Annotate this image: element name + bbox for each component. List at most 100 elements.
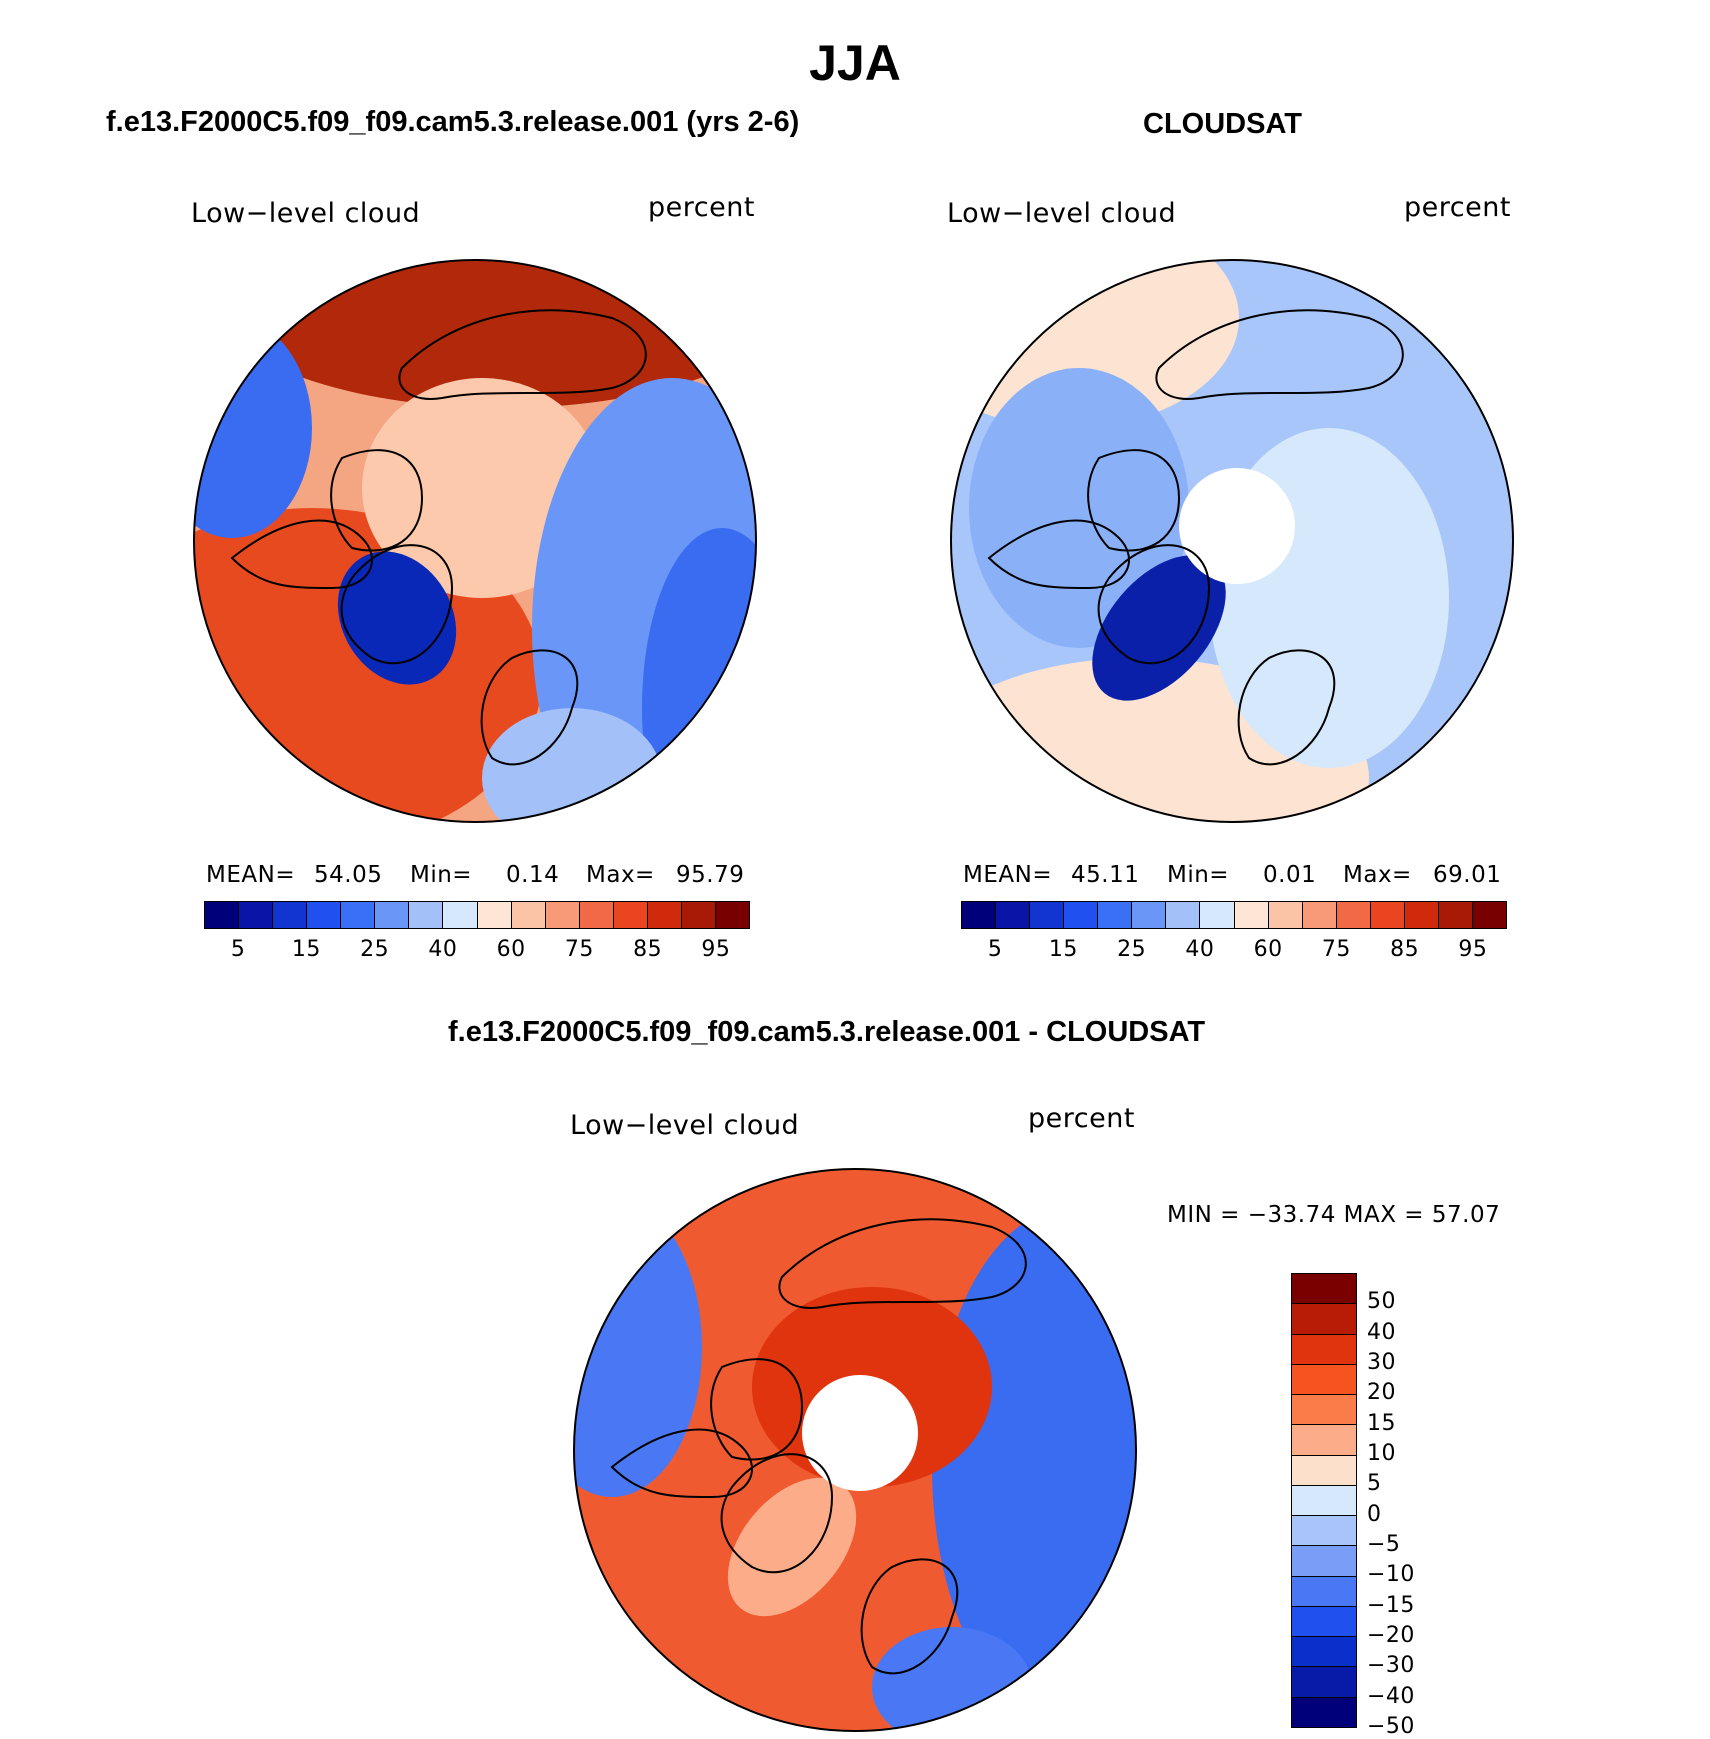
obs-colorbar-cell — [1234, 902, 1269, 928]
model-colorbar-tick-label: 40 — [428, 937, 458, 962]
obs-colorbar-cell — [1030, 902, 1065, 928]
diff-polar-map — [573, 1168, 1137, 1732]
obs-mean-value: 45.11 — [1071, 862, 1140, 888]
diff-panel-title: f.e13.F2000C5.f09_f09.cam5.3.release.001… — [448, 1016, 1206, 1048]
diff-colorbar-cell — [1292, 1364, 1356, 1396]
model-colorbar-cell — [579, 902, 614, 928]
pacific-low-region — [194, 318, 312, 538]
model-colorbar-tick-label: 25 — [360, 937, 390, 962]
coastline-scandinavia — [1237, 649, 1336, 766]
model-mean-value: 54.05 — [314, 862, 383, 888]
model-colorbar-cell — [681, 902, 716, 928]
obs-field-label: Low−level cloud — [947, 198, 1177, 229]
obs-polar-map — [950, 259, 1514, 823]
coastline-siberia — [778, 1218, 1027, 1309]
coastline-greenland — [1097, 544, 1211, 665]
diff-colorbar-cell — [1292, 1576, 1356, 1607]
north-america-region — [969, 368, 1189, 648]
north-america-interior-region — [642, 528, 756, 822]
obs-colorbar-tick-label: 75 — [1321, 937, 1351, 962]
obs-colorbar-cell — [996, 902, 1031, 928]
coastline-canada-archipelago — [1087, 449, 1181, 552]
diff-colorbar-cell — [1292, 1697, 1356, 1727]
diff-colorbar-tick-label: −20 — [1367, 1623, 1415, 1648]
model-colorbar-cell — [715, 902, 749, 928]
diff-field-label: Low−level cloud — [570, 1110, 800, 1141]
model-colorbar-tick-label: 15 — [291, 937, 321, 962]
obs-panel-title: CLOUDSAT — [1143, 108, 1302, 140]
diff-colorbar-tick-label: −10 — [1367, 1562, 1415, 1588]
model-field-label: Low−level cloud — [191, 198, 421, 229]
model-colorbar-cell — [613, 902, 648, 928]
diff-minmax-text: MIN = −33.74 MAX = 57.07 — [1167, 1202, 1501, 1228]
diff-units-label: percent — [1028, 1103, 1135, 1134]
model-panel-title: f.e13.F2000C5.f09_f09.cam5.3.release.001… — [106, 106, 800, 138]
obs-colorbar-tick-label: 25 — [1117, 937, 1147, 962]
model-min-label: Min= — [410, 862, 473, 888]
diff-colorbar-tick-label: −40 — [1367, 1683, 1415, 1709]
coastline-canada-archipelago — [710, 1358, 804, 1461]
diff-colorbar-tick-label: −30 — [1367, 1653, 1415, 1679]
model-colorbar-cell — [341, 902, 376, 928]
europe-region — [482, 708, 662, 822]
obs-colorbar-cell — [1336, 902, 1371, 928]
coastline-alaska — [987, 519, 1130, 590]
coastline-siberia — [398, 309, 647, 400]
siberia-maximum-region — [202, 260, 756, 408]
obs-min-label: Min= — [1167, 862, 1230, 888]
model-colorbar-cell — [443, 902, 478, 928]
obs-colorbar-tick-label: 95 — [1458, 937, 1488, 962]
model-colorbar-cell — [273, 902, 308, 928]
diff-colorbar-tick-label: −15 — [1367, 1592, 1415, 1618]
model-polar-map — [193, 259, 757, 823]
model-colorbar-cell — [545, 902, 580, 928]
diff-colorbar-tick-label: 50 — [1367, 1289, 1396, 1315]
diff-colorbar-tick-label: −50 — [1367, 1714, 1415, 1739]
obs-colorbar-cell — [962, 902, 997, 928]
obs-colorbar-cell — [1166, 902, 1201, 928]
obs-colorbar-cell — [1472, 902, 1506, 928]
diff-colorbar-cell — [1292, 1637, 1356, 1668]
main-title: JJA — [809, 35, 901, 91]
diff-colorbar-tick-label: −5 — [1367, 1532, 1401, 1557]
coastline-scandinavia — [860, 1558, 959, 1675]
model-colorbar-cell — [409, 902, 444, 928]
model-min-value: 0.14 — [506, 862, 560, 888]
obs-colorbar-cell — [1268, 902, 1303, 928]
greenland-minimum-region — [1092, 555, 1226, 701]
model-colorbar-cell — [205, 902, 240, 928]
diff-colorbar-cell — [1292, 1274, 1356, 1305]
diff-colorbar-cell — [1292, 1455, 1356, 1486]
north-america-negative-region — [574, 1197, 702, 1497]
diff-map-border — [573, 1168, 1137, 1732]
diff-colorbar-tick-label: 20 — [1367, 1380, 1396, 1406]
coastline-greenland — [340, 544, 454, 665]
obs-colorbar-tick-label: 40 — [1185, 937, 1215, 962]
obs-colorbar-tick-label: 15 — [1048, 937, 1078, 962]
obs-colorbar-cell — [1064, 902, 1099, 928]
obs-colorbar-cell — [1200, 902, 1235, 928]
obs-colorbar-cell — [1438, 902, 1473, 928]
obs-map-border — [950, 259, 1514, 823]
diff-colorbar-tick-label: 40 — [1367, 1319, 1396, 1345]
obs-max-value: 69.01 — [1433, 862, 1502, 888]
diff-colorbar-cell — [1292, 1334, 1356, 1365]
model-colorbar-cell — [239, 902, 274, 928]
obs-polar-gap — [1179, 468, 1295, 584]
obs-mean-label: MEAN= — [963, 862, 1053, 888]
diff-colorbar-cell — [1292, 1485, 1356, 1517]
obs-colorbar-cell — [1098, 902, 1133, 928]
model-colorbar-cell — [477, 902, 512, 928]
model-colorbar-tick-label: 60 — [496, 937, 526, 962]
obs-colorbar-cell — [1132, 902, 1167, 928]
obs-colorbar-cell — [1370, 902, 1405, 928]
model-mean-label: MEAN= — [206, 862, 296, 888]
diff-colorbar-cell — [1292, 1304, 1356, 1335]
model-max-label: Max= — [586, 862, 655, 888]
obs-colorbar-tick-label: 5 — [987, 937, 1003, 962]
diff-colorbar-cell — [1292, 1546, 1356, 1577]
diff-colorbar-cell — [1292, 1667, 1356, 1698]
greenland-interior-region — [337, 551, 457, 685]
diff-colorbar — [1291, 1273, 1357, 1728]
greenland-mixed-region — [727, 1477, 857, 1617]
